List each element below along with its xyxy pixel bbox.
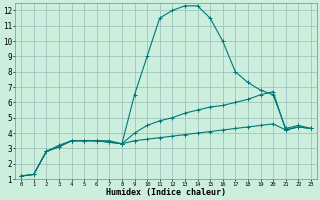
X-axis label: Humidex (Indice chaleur): Humidex (Indice chaleur)	[106, 188, 226, 197]
